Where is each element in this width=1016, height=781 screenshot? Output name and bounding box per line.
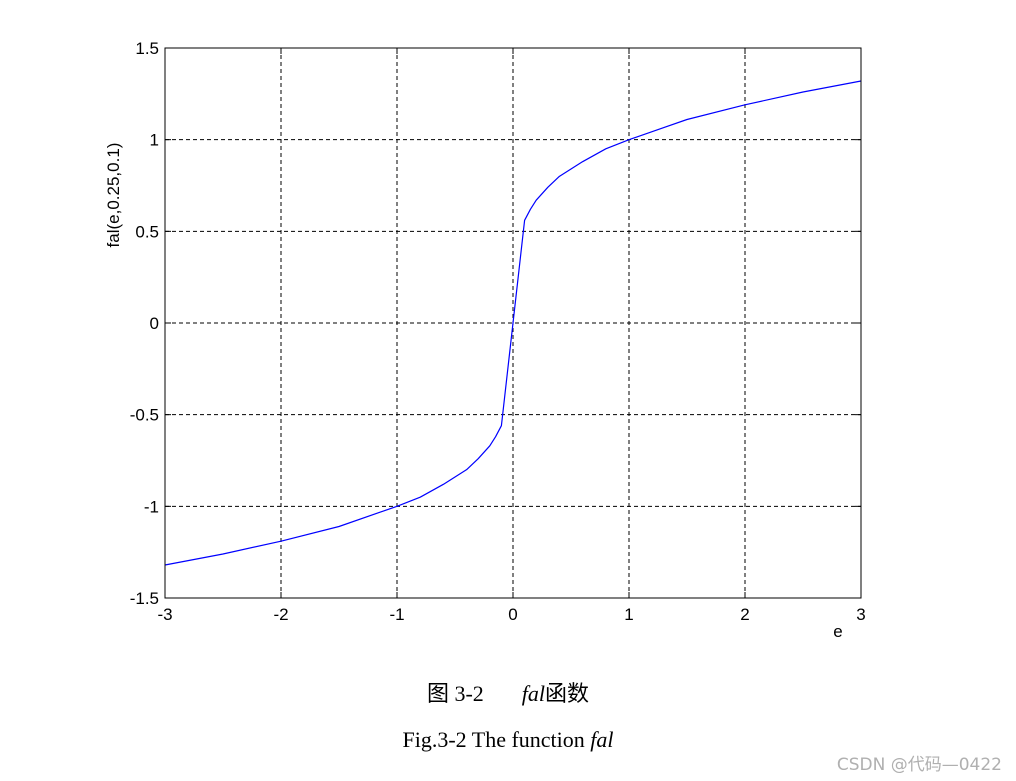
caption-cn-suffix: 函数 [545, 681, 590, 706]
curve-layer [164, 80, 862, 566]
x-tick-labels: -3 -2 -1 0 1 2 3 [157, 605, 865, 624]
y-tick-label: -1 [144, 497, 159, 516]
fal-curve [164, 80, 862, 566]
y-axis-label: fal(e,0.25,0.1) [104, 143, 123, 248]
x-tick-label: -1 [389, 605, 404, 624]
y-tick-label: 1.5 [135, 39, 159, 58]
x-tick-label: 1 [624, 605, 633, 624]
figure-caption-chinese: 图 3-2 fal函数 [0, 676, 1016, 708]
x-axis-label: e [833, 622, 842, 641]
y-tick-label: -0.5 [130, 406, 159, 425]
watermark: CSDN @代码—0422 [836, 755, 1002, 775]
y-tick-label: 1 [150, 131, 159, 150]
x-tick-label: 0 [508, 605, 517, 624]
x-tick-label: 3 [856, 605, 865, 624]
caption-cn-function: fal [521, 681, 546, 706]
y-tick-label: -1.5 [130, 589, 159, 608]
y-tick-label: 0.5 [135, 222, 159, 241]
tick-marks [164, 47, 862, 599]
caption-cn-prefix: 图 3-2 [426, 681, 484, 706]
x-tick-label: -2 [273, 605, 288, 624]
x-tick-label: -3 [157, 605, 172, 624]
figure-caption-english: Fig.3-2 The function fal [0, 727, 1016, 753]
caption-en-function: fal [590, 727, 614, 752]
caption-en-prefix: Fig.3-2 The function [402, 727, 591, 752]
x-tick-label: 2 [740, 605, 749, 624]
y-tick-label: 0 [150, 314, 159, 333]
y-tick-labels: 1.5 1 0.5 0 -0.5 -1 -1.5 [130, 39, 159, 608]
